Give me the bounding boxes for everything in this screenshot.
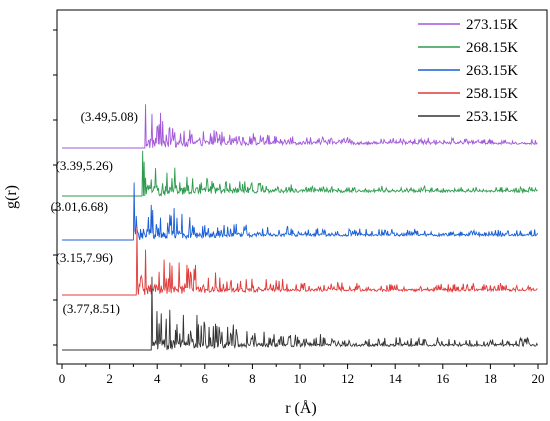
- legend-label: 268.15K: [466, 40, 518, 56]
- x-tick-label: 6: [202, 371, 209, 386]
- x-tick-label: 8: [249, 371, 256, 386]
- series-layer: [62, 104, 538, 351]
- x-tick-label: 18: [484, 371, 497, 386]
- series-line: [62, 104, 538, 149]
- legend-label: 273.15K: [466, 17, 518, 33]
- legend-label: 258.15K: [466, 86, 518, 102]
- legend: 273.15K 268.15K 263.15K 258.15K 253.15K: [418, 17, 518, 125]
- x-tick-label: 4: [154, 371, 161, 386]
- x-tick-label: 16: [436, 371, 450, 386]
- series-line: [62, 276, 538, 351]
- x-tick-label: 20: [532, 371, 545, 386]
- x-tick-label: 0: [59, 371, 66, 386]
- x-tick-label: 2: [106, 371, 113, 386]
- peak-label: (3.49,5.08): [81, 109, 138, 124]
- peak-label: (3.77,8.51): [63, 301, 120, 316]
- x-tick-label: 14: [389, 371, 403, 386]
- peak-label: (3.01,6.68): [51, 199, 108, 214]
- y-axis-title: g(r): [3, 185, 20, 209]
- peak-label-layer: (3.49,5.08) (3.39,5.26) (3.01,6.68) (3.15,7…: [51, 109, 138, 316]
- x-axis: 0 2 4 6 8 10 12 14 16 18 20: [59, 364, 545, 386]
- peak-label: (3.15,7.96): [56, 250, 113, 265]
- x-tick-label: 12: [341, 371, 354, 386]
- y-axis: [53, 29, 57, 346]
- plot-frame: [56, 9, 548, 365]
- series-line: [62, 226, 538, 296]
- series-line: [62, 182, 538, 241]
- x-tick-label: 10: [294, 371, 307, 386]
- legend-label: 263.15K: [466, 63, 518, 79]
- legend-label: 253.15K: [466, 109, 518, 125]
- x-axis-title: r (Å): [285, 399, 317, 417]
- peak-label: (3.39,5.26): [56, 158, 113, 173]
- series-line: [62, 150, 538, 197]
